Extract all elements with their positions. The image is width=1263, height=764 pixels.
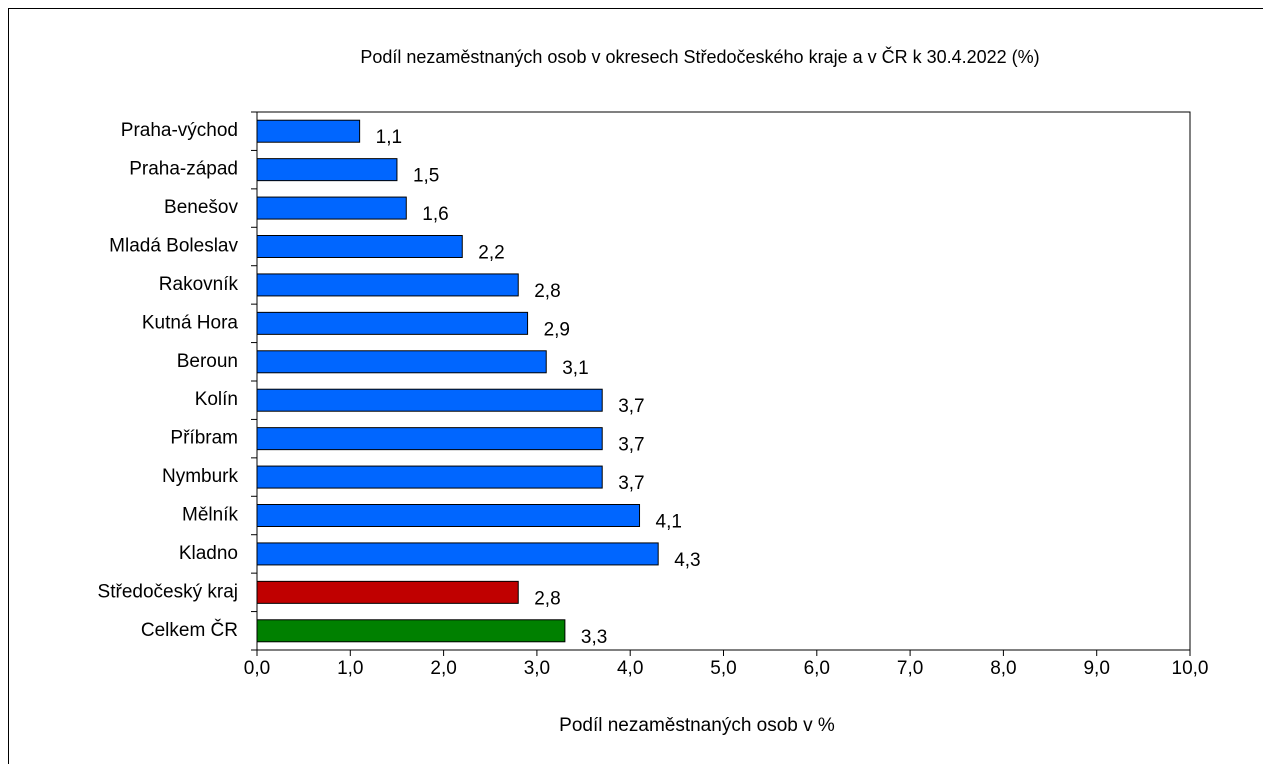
x-tick-label: 8,0 — [990, 658, 1016, 679]
bar — [256, 158, 398, 182]
value-label: 3,1 — [562, 358, 588, 379]
x-tick-label: 4,0 — [617, 658, 643, 679]
x-tick-label: 2,0 — [430, 658, 456, 679]
value-label: 4,1 — [656, 512, 682, 533]
y-tick-label: Příbram — [170, 428, 238, 449]
value-label: 1,5 — [413, 166, 439, 187]
bar — [256, 273, 519, 297]
x-tick-label: 7,0 — [897, 658, 923, 679]
x-tick-label: 1,0 — [337, 658, 363, 679]
bar — [256, 580, 519, 604]
x-tick-label: 6,0 — [804, 658, 830, 679]
bar — [256, 504, 641, 527]
value-label: 3,7 — [618, 435, 644, 456]
y-tick-label: Praha-západ — [129, 159, 238, 180]
y-tick-label: Celkem ČR — [141, 619, 238, 641]
x-tick-label: 9,0 — [1083, 658, 1109, 679]
x-tick-label: 10,0 — [1172, 658, 1209, 679]
value-label: 4,3 — [674, 550, 700, 571]
bar — [256, 235, 463, 258]
x-tick-label: 0,0 — [244, 658, 270, 679]
x-tick-label: 3,0 — [524, 658, 550, 679]
y-tick-label: Kolín — [195, 389, 238, 410]
bar — [256, 196, 407, 220]
y-tick-label: Středočeský kraj — [98, 581, 238, 602]
bar — [256, 619, 566, 643]
y-tick-label: Kladno — [179, 543, 238, 564]
value-label: 3,7 — [618, 473, 644, 494]
y-tick-label: Mělník — [182, 505, 238, 526]
value-label: 1,6 — [422, 204, 448, 225]
value-label: 1,1 — [376, 127, 402, 148]
x-axis-label: Podíl nezaměstnaných osob v % — [559, 715, 835, 736]
bar — [256, 465, 603, 489]
y-tick-label: Benešov — [164, 197, 238, 218]
y-tick-label: Mladá Boleslav — [109, 236, 238, 257]
value-label: 2,2 — [478, 243, 504, 264]
value-label: 2,9 — [544, 319, 570, 340]
plot-area — [256, 111, 1191, 651]
bar — [256, 119, 361, 143]
value-label: 2,8 — [534, 588, 560, 609]
bar — [256, 311, 529, 335]
bar — [256, 427, 603, 451]
value-label: 3,7 — [618, 396, 644, 417]
chart-title: Podíl nezaměstnaných osob v okresech Stř… — [360, 46, 1039, 67]
value-label: 3,3 — [581, 627, 607, 648]
y-tick-label: Nymburk — [162, 466, 239, 487]
bar — [256, 388, 603, 412]
bar — [256, 542, 659, 566]
x-tick-label: 5,0 — [710, 658, 736, 679]
y-tick-label: Beroun — [177, 351, 238, 372]
value-label: 2,8 — [534, 281, 560, 302]
y-tick-label: Kutná Hora — [142, 312, 239, 333]
bar — [256, 350, 547, 374]
y-tick-label: Praha-východ — [121, 120, 238, 141]
y-tick-label: Rakovník — [159, 274, 239, 295]
